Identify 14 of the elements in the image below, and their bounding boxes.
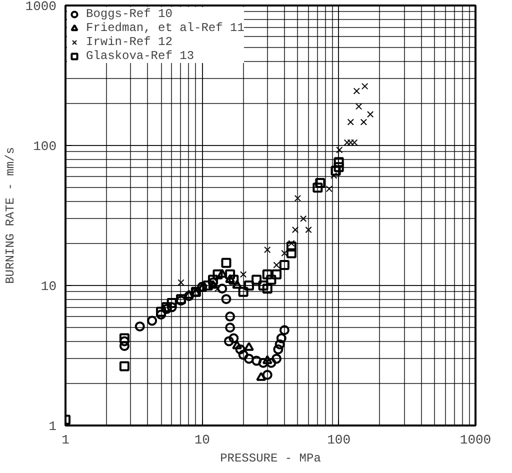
legend-label: Friedman, et al-Ref 11 — [86, 21, 244, 35]
x-tick-label: 10 — [194, 432, 210, 448]
x-tick-label: 100 — [327, 432, 351, 448]
legend-label: Irwin-Ref 12 — [86, 35, 172, 49]
legend-label: Glaskova-Ref 13 — [86, 49, 194, 63]
y-tick-label: 100 — [33, 139, 56, 154]
y-tick-label: 10 — [40, 279, 57, 294]
y-tick-label: 1 — [48, 419, 57, 434]
x-tick-label: 1 — [62, 432, 70, 448]
x-tick-label: 1000 — [460, 432, 492, 448]
y-axis-title: BURNING RATE - mm/s — [3, 147, 18, 284]
legend-label: Boggs-Ref 10 — [86, 7, 172, 21]
y-tick-label: 1000 — [25, 0, 57, 14]
x-axis-title: PRESSURE - MPa — [220, 452, 321, 466]
